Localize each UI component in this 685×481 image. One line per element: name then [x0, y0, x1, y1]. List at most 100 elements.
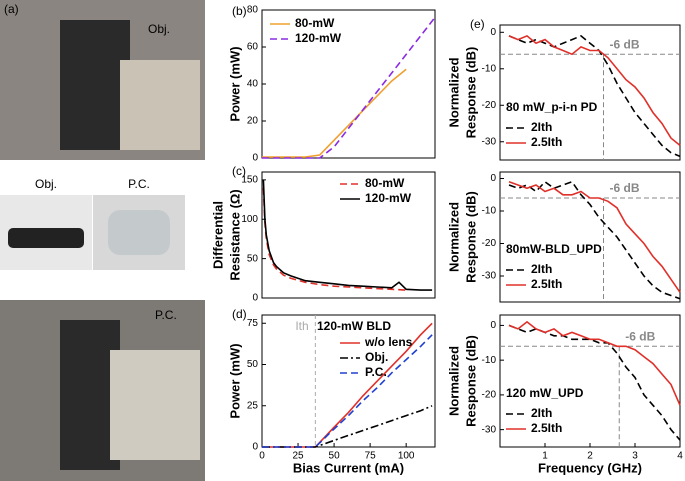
- y-tick-label: 0: [490, 320, 496, 331]
- panel-label: (a): [4, 2, 19, 16]
- plot-frame: [261, 9, 436, 159]
- plot-frame: [499, 171, 681, 303]
- y-tick-label: -10: [482, 206, 497, 217]
- plot-title: 80mW-BLD_UPD: [506, 242, 602, 256]
- y-tick-label: -20: [482, 390, 497, 401]
- legend-label: 80-mW: [365, 176, 405, 190]
- legend-label: 120-mW: [295, 31, 342, 45]
- annotation: 120-mW BLD: [317, 319, 391, 333]
- y-axis-label: Normalized: [446, 346, 461, 416]
- series-line: [262, 322, 433, 448]
- x-tick-label: 2: [587, 451, 593, 462]
- y-tick-label: -20: [482, 238, 497, 249]
- panel-label: (d): [232, 307, 247, 321]
- plot-frame: [261, 171, 436, 299]
- series-line: [508, 181, 681, 293]
- x-tick-label: 100: [398, 451, 415, 462]
- legend-label: 2Ith: [531, 262, 552, 276]
- y-tick-label: 0: [252, 293, 258, 304]
- y-axis-label: Differential: [210, 201, 225, 269]
- series-line: [508, 34, 681, 158]
- y-axis-label: Response (dB): [463, 47, 478, 139]
- y-axis-label: Normalized: [446, 57, 461, 127]
- y-tick-label: -30: [482, 271, 497, 282]
- ref-label: -6 dB: [625, 329, 655, 343]
- legend-label: 2Ith: [531, 406, 552, 420]
- panel-label: (e): [470, 17, 485, 31]
- photo-obj-lens: [8, 228, 84, 248]
- y-axis-label: Power (mW): [227, 343, 242, 418]
- legend-label: 2.5Ith: [531, 277, 562, 291]
- series-line: [262, 405, 433, 448]
- y-tick-label: 100: [241, 214, 258, 225]
- series-line: [262, 334, 433, 448]
- series-line: [508, 324, 681, 441]
- y-axis-label: Normalized: [446, 202, 461, 272]
- photo-mount: [60, 20, 130, 150]
- y-tick-label: 80: [247, 5, 259, 16]
- photo-label: Obj.: [148, 22, 170, 36]
- legend-label: P.C.: [365, 365, 387, 379]
- x-axis-label: Bias Current (mA): [293, 460, 404, 475]
- legend-label: 120-mW: [365, 191, 412, 205]
- legend-label: Obj.: [365, 350, 388, 364]
- y-tick-label: 60: [247, 42, 259, 53]
- y-tick-label: 0: [252, 442, 258, 453]
- y-tick-label: 20: [247, 116, 259, 127]
- x-tick-label: 50: [329, 451, 341, 462]
- legend-label: 2Ith: [531, 120, 552, 134]
- y-axis-label: Response (dB): [463, 335, 478, 427]
- plot-frame: [261, 314, 436, 448]
- x-tick-label: 3: [632, 451, 638, 462]
- panel-label: (c): [232, 164, 246, 178]
- y-axis-label: Response (dB): [463, 191, 478, 283]
- photo-label: P.C.: [155, 308, 177, 322]
- photo-pc-lens: [108, 210, 170, 255]
- plot-title: 80 mW_p-i-n PD: [506, 100, 598, 114]
- series-line: [262, 16, 436, 159]
- y-tick-label: 40: [247, 79, 259, 90]
- x-tick-label: 4: [677, 451, 683, 462]
- y-tick-label: 0: [490, 27, 496, 38]
- y-tick-label: 25: [247, 400, 259, 411]
- series-line: [262, 68, 407, 158]
- x-tick-label: 75: [365, 451, 377, 462]
- panel-label: (b): [232, 4, 247, 18]
- y-tick-label: 0: [252, 153, 258, 164]
- y-tick-label: 50: [247, 359, 259, 370]
- y-tick-label: 75: [247, 318, 259, 329]
- ref-label: -6 dB: [610, 181, 640, 195]
- x-tick-label: 1: [542, 451, 548, 462]
- photo-label: Obj.: [35, 177, 57, 191]
- photo-device: [110, 350, 200, 460]
- x-axis-label: Frequency (GHz): [538, 460, 642, 475]
- plot-title: 120 mW_UPD: [506, 386, 584, 400]
- series-line: [508, 180, 681, 300]
- ref-label: -6 dB: [610, 37, 640, 51]
- ref-label: Ith: [295, 319, 308, 333]
- legend-label: 2.5Ith: [531, 135, 562, 149]
- photo-label: P.C.: [128, 177, 150, 191]
- y-tick-label: -30: [482, 424, 497, 435]
- y-tick-label: -10: [482, 355, 497, 366]
- legend-label: 2.5Ith: [531, 421, 562, 435]
- legend-label: w/o lens: [364, 335, 413, 349]
- series-line: [508, 34, 681, 147]
- series-line: [508, 320, 681, 406]
- y-axis-label: Resistance (Ω): [227, 189, 242, 280]
- x-tick-label: 25: [292, 451, 304, 462]
- series-line: [262, 179, 433, 291]
- legend-label: 80-mW: [295, 16, 335, 30]
- y-tick-label: 50: [247, 253, 259, 264]
- plot-frame: [499, 24, 681, 161]
- y-tick-label: -30: [482, 136, 497, 147]
- y-tick-label: -10: [482, 63, 497, 74]
- y-axis-label: Power (mW): [227, 46, 242, 121]
- y-tick-label: 150: [241, 175, 258, 186]
- photo-device: [120, 60, 200, 150]
- y-tick-label: 0: [490, 173, 496, 184]
- y-tick-label: -20: [482, 100, 497, 111]
- x-tick-label: 0: [259, 451, 265, 462]
